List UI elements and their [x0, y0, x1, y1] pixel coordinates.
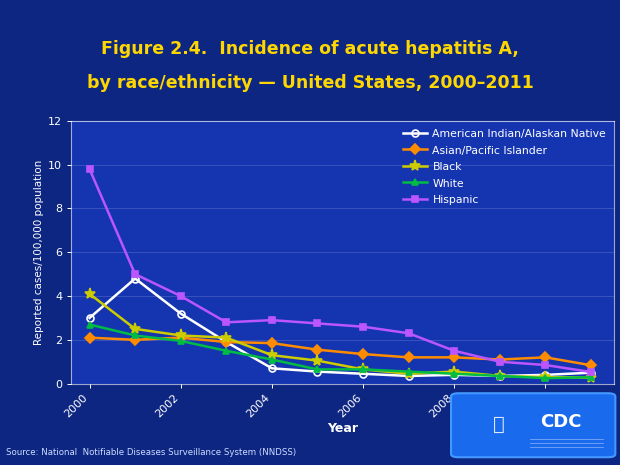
Black [496, 373, 503, 379]
Asian/Pacific Islander [223, 339, 230, 345]
American Indian/Alaskan Native [360, 371, 367, 377]
White [268, 357, 276, 362]
Asian/Pacific Islander [177, 335, 184, 340]
X-axis label: Year: Year [327, 423, 358, 436]
Black [86, 291, 93, 297]
Hispanic [86, 166, 93, 172]
Text: by race/ethnicity — United States, 2000–2011: by race/ethnicity — United States, 2000–… [87, 74, 533, 92]
American Indian/Alaskan Native [496, 373, 503, 379]
Black [405, 371, 412, 377]
Text: 🦅: 🦅 [494, 414, 505, 433]
Hispanic [496, 359, 503, 365]
Black [360, 366, 367, 372]
Black [131, 326, 139, 332]
Black [223, 335, 230, 340]
Line: White: White [86, 321, 595, 382]
Asian/Pacific Islander [268, 340, 276, 346]
Hispanic [177, 293, 184, 299]
Asian/Pacific Islander [314, 347, 321, 352]
Asian/Pacific Islander [405, 354, 412, 360]
Black [177, 332, 184, 338]
Hispanic [223, 319, 230, 325]
White [86, 322, 93, 327]
White [587, 374, 595, 380]
Asian/Pacific Islander [360, 351, 367, 357]
FancyBboxPatch shape [451, 393, 615, 457]
American Indian/Alaskan Native [223, 339, 230, 345]
White [405, 369, 412, 374]
Line: American Indian/Alaskan Native: American Indian/Alaskan Native [86, 275, 595, 379]
White [451, 371, 458, 377]
American Indian/Alaskan Native [451, 372, 458, 378]
Hispanic [314, 321, 321, 326]
Line: Asian/Pacific Islander: Asian/Pacific Islander [86, 334, 595, 369]
Black [542, 374, 549, 380]
American Indian/Alaskan Native [131, 276, 139, 281]
Text: Source: National  Notifiable Diseases Surveillance System (NNDSS): Source: National Notifiable Diseases Sur… [6, 448, 296, 457]
Hispanic [405, 331, 412, 336]
White [314, 366, 321, 372]
American Indian/Alaskan Native [542, 372, 549, 378]
Line: Black: Black [84, 288, 596, 383]
Black [451, 369, 458, 374]
Asian/Pacific Islander [587, 362, 595, 368]
American Indian/Alaskan Native [405, 373, 412, 379]
White [131, 332, 139, 338]
Asian/Pacific Islander [451, 354, 458, 360]
Text: CDC: CDC [541, 413, 582, 431]
Asian/Pacific Islander [496, 357, 503, 362]
American Indian/Alaskan Native [86, 315, 93, 321]
White [223, 348, 230, 353]
Hispanic [542, 362, 549, 368]
Asian/Pacific Islander [131, 337, 139, 343]
White [360, 366, 367, 372]
American Indian/Alaskan Native [314, 369, 321, 374]
American Indian/Alaskan Native [587, 370, 595, 375]
Text: Figure 2.4.  Incidence of acute hepatitis A,: Figure 2.4. Incidence of acute hepatitis… [101, 40, 519, 58]
American Indian/Alaskan Native [177, 311, 184, 316]
Asian/Pacific Islander [86, 335, 93, 340]
American Indian/Alaskan Native [268, 365, 276, 371]
White [177, 338, 184, 344]
Hispanic [451, 348, 458, 353]
Hispanic [360, 324, 367, 330]
Black [587, 375, 595, 380]
Hispanic [268, 317, 276, 323]
Line: Hispanic: Hispanic [86, 166, 595, 376]
Asian/Pacific Islander [542, 354, 549, 360]
Y-axis label: Reported cases/100,000 population: Reported cases/100,000 population [34, 159, 44, 345]
Legend: American Indian/Alaskan Native, Asian/Pacific Islander, Black, White, Hispanic: American Indian/Alaskan Native, Asian/Pa… [399, 124, 611, 209]
Hispanic [587, 369, 595, 375]
Black [314, 358, 321, 364]
Hispanic [131, 272, 139, 277]
White [542, 375, 549, 381]
Black [268, 352, 276, 358]
White [496, 373, 503, 379]
